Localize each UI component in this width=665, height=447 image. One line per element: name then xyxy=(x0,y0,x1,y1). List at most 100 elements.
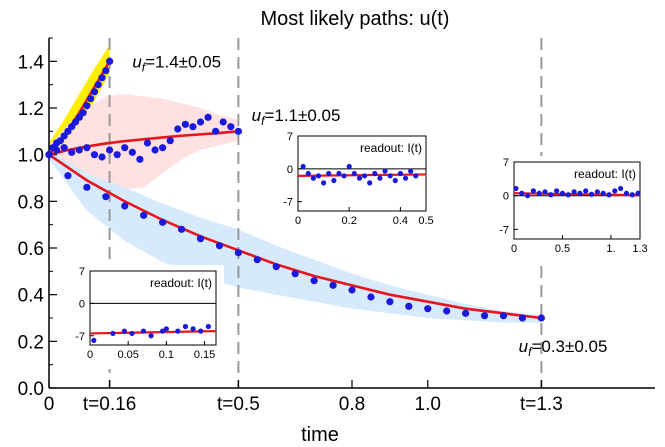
inset-y-tick-label: 7 xyxy=(287,131,293,143)
inset-readout-point xyxy=(524,193,531,199)
uf-annotation-2: uf=0.3±0.05 xyxy=(519,337,608,359)
inset-readout-point xyxy=(336,170,342,177)
x-axis-label: time xyxy=(301,424,339,446)
uf-sub: f xyxy=(528,345,533,359)
inset-x-tick-label: 0.5 xyxy=(418,215,433,227)
path-point-0.5 xyxy=(234,127,242,135)
path-point-1.3 xyxy=(83,183,91,191)
inset-x-tick-label: 0 xyxy=(87,349,93,361)
inset-readout-point xyxy=(577,190,583,196)
uf-var: u xyxy=(132,52,142,71)
inset-x-tick-label: 0.5 xyxy=(555,243,570,255)
path-point-1.3 xyxy=(367,293,375,301)
inset-readout-point xyxy=(559,190,566,196)
uf-var: u xyxy=(519,337,529,356)
inset-readout-point xyxy=(548,192,554,198)
main-title: Most likely paths: u(t) xyxy=(261,8,450,30)
inset-x-tick-label: 0 xyxy=(295,215,301,227)
inset-readout-point xyxy=(413,173,419,179)
path-point-0.5 xyxy=(181,120,189,128)
inset-readout-point xyxy=(190,326,196,332)
inset-y-tick-label: -7 xyxy=(283,197,293,209)
uf-value: =1.1±0.05 xyxy=(264,106,340,125)
inset-readout-point xyxy=(341,173,347,179)
inset-y-tick-label: 0 xyxy=(287,164,293,176)
path-point-0.5 xyxy=(90,151,99,159)
path-point-0.5 xyxy=(212,127,220,135)
path-point-0.5 xyxy=(143,139,152,147)
inset-readout-point xyxy=(321,180,327,186)
inset-readout-point xyxy=(205,323,211,330)
path-point-1.3 xyxy=(348,286,356,294)
inset-readout-point xyxy=(600,190,606,196)
path-point-1.3 xyxy=(499,312,508,320)
inset-readout-point xyxy=(623,190,630,196)
uf-annotation-1: uf=1.1±0.05 xyxy=(252,106,341,128)
x-tick-label: 0.8 xyxy=(339,394,365,415)
inset-y-tick-label: 0 xyxy=(79,298,85,310)
y-tick-label: 1.4 xyxy=(18,52,45,73)
y-tick-label: 1.0 xyxy=(18,146,44,167)
path-point-0.5 xyxy=(227,123,235,131)
uf-value: =0.3±0.05 xyxy=(531,337,607,356)
path-point-0.5 xyxy=(196,118,205,126)
uncertainty-band-1.3 xyxy=(49,150,542,323)
path-point-0.5 xyxy=(189,123,197,131)
inset-readout-point xyxy=(121,328,127,334)
path-point-0.5 xyxy=(98,153,106,161)
uf-var: u xyxy=(252,106,262,125)
path-point-0.16 xyxy=(102,67,110,75)
inset-readout-point xyxy=(110,330,116,337)
inset-frame xyxy=(89,270,217,346)
inset-fit-line xyxy=(513,192,641,197)
inset-x-tick-label: 0.1 xyxy=(159,349,174,361)
path-point-0.5 xyxy=(106,146,114,154)
inset-readout-point xyxy=(565,192,571,198)
inset-readout-point xyxy=(367,180,373,186)
path-point-1.3 xyxy=(386,298,394,306)
inset-readout-point xyxy=(536,190,542,196)
inset-readout-point xyxy=(387,173,393,179)
inset-readout-point xyxy=(542,189,548,195)
path-point-1.3 xyxy=(272,263,280,271)
inset-readout-point xyxy=(629,192,635,198)
y-tick-label: 0.4 xyxy=(18,286,45,307)
y-tick-label: 0.0 xyxy=(18,379,44,400)
inset-readout-point xyxy=(402,175,409,181)
path-point-0.5 xyxy=(204,113,212,121)
inset-readout-point xyxy=(635,190,641,196)
x-tick-label: t=1.3 xyxy=(520,394,563,415)
path-point-1.3 xyxy=(424,305,432,313)
inset-readout-point xyxy=(612,188,618,194)
inset-readout-point xyxy=(571,189,577,195)
path-point-0.5 xyxy=(60,144,68,152)
inset-y-tick-label: 7 xyxy=(79,266,85,278)
inset-y-tick-label: -7 xyxy=(75,331,85,343)
inset-readout-point xyxy=(618,185,624,192)
path-point-0.5 xyxy=(68,148,76,156)
inset-readout-point xyxy=(163,326,169,332)
inset-readout-point xyxy=(351,170,357,177)
y-tick-label: 0.6 xyxy=(18,239,44,260)
uf-annotation-0: uf=1.4±0.05 xyxy=(132,52,221,74)
inset-readout-point xyxy=(583,188,589,194)
y-tick-label: 0.8 xyxy=(18,192,44,213)
path-point-0.5 xyxy=(75,146,83,154)
inset-readout-point xyxy=(326,170,332,177)
path-point-1.3 xyxy=(234,249,242,257)
inset-readout-point xyxy=(129,330,135,337)
inset-x-tick-label: 0.4 xyxy=(393,215,408,227)
inset-readout-point xyxy=(315,173,322,179)
path-point-1.3 xyxy=(140,211,148,219)
inset-readout-point xyxy=(331,177,337,184)
path-point-0.5 xyxy=(121,144,129,152)
path-point-1.3 xyxy=(159,218,167,226)
path-point-0.5 xyxy=(174,125,182,133)
inset-readout-point xyxy=(361,173,368,179)
inset-readout-point xyxy=(356,175,363,181)
inset-y-tick-label: 0 xyxy=(503,191,509,203)
inset-readout-point xyxy=(594,189,600,195)
inset-readout-point xyxy=(148,333,154,339)
